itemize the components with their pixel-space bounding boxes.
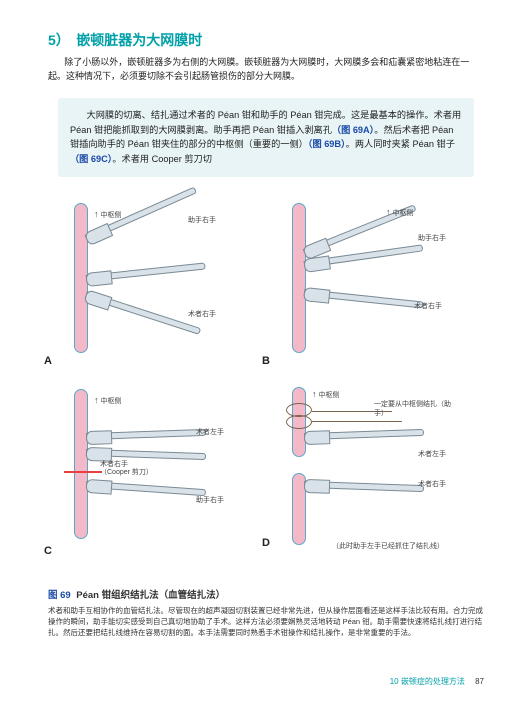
callout-text-4: 。术者用 Cooper 剪刀切 [112,154,212,164]
panel-b-label: B [262,355,270,367]
label-d-tie: 一定要从中枢侧结扎（助手） [374,401,460,419]
clamp-c1 [86,429,206,440]
clamp-c3 [86,481,206,496]
label-d-already: （此时助手左手已经抓住了结扎线） [332,541,444,551]
label-c-central: 中枢侧 [94,395,122,406]
figure-caption: 图 69 Péan 钳组织结扎法（血管结扎法） [48,587,484,601]
label-c-surgeon-left: 术者左手 [196,427,224,437]
figure-title: Péan 钳组织结扎法（血管结扎法） [76,590,225,601]
label-a-assist: 助手右手 [188,215,216,225]
panel-d-label: D [262,537,270,549]
panel-b: 中枢侧 助手右手 术者右手 B [256,193,466,373]
tissue-b [292,203,306,353]
panel-a: 中枢侧 助手右手 术者右手 A [38,193,248,373]
ligature-d2 [286,415,312,429]
label-c-assist: 助手右手 [196,495,224,505]
label-b-central: 中枢侧 [386,207,414,218]
section-heading: 5） 嵌顿脏器为大网膜时 [48,30,484,50]
label-b-surgeon: 术者右手 [414,301,442,311]
clamp-b3 [304,289,424,309]
section-number: 5） [48,32,70,48]
panel-a-label: A [44,355,52,367]
label-d-central: 中枢侧 [312,389,340,400]
label-a-surgeon: 术者右手 [188,309,216,319]
footer-chapter: 10 嵌顿症的处理方法 [390,677,465,686]
clamp-d1 [304,429,424,440]
panel-d: 中枢侧 一定要从中枢侧结扎（助手） 术者左手 术者右手 （此时助手左手已经抓住了… [256,383,466,563]
ref-69a: （图 69A） [332,125,374,135]
label-b-assist: 助手右手 [418,233,446,243]
callout-text-3: 。两人同时夹紧 Péan 钳子 [346,139,455,149]
thread-d2 [312,421,402,422]
tissue-c [74,389,88,539]
footer-page: 87 [475,677,484,686]
figure-number: 图 69 [48,590,71,601]
callout-box: 大网膜的切离、结扎通过术者的 Péan 钳和助手的 Péan 钳完成。这是最基本… [58,98,474,177]
figure-69: 中枢侧 助手右手 术者右手 A 中枢侧 助手右手 术者右手 B 中枢侧 术者左手… [38,193,468,583]
label-c-cooper: （Cooper 剪刀） [100,467,153,477]
ref-69b: （图 69B） [308,139,346,149]
ref-69c: （图 69C） [70,154,112,164]
section-title: 嵌顿脏器为大网膜时 [76,32,202,48]
panel-c: 中枢侧 术者左手 术者右手 （Cooper 剪刀） 助手右手 C [38,383,248,563]
label-a-central: 中枢侧 [94,209,122,220]
panel-c-label: C [44,545,52,557]
intro-paragraph: 除了小肠以外，嵌顿脏器多为右侧的大网膜。嵌顿脏器为大网膜时，大网膜多会和疝囊紧密… [48,56,484,84]
label-d-surgeon-left: 术者左手 [418,449,446,459]
cut-line-c [64,471,102,473]
clamp-d2 [304,481,424,492]
clamp-a2 [86,262,206,282]
figure-description: 术者和助手互相协作的血管结扎法。尽管现在的超声凝固切割装置已经非常先进，但从操作… [48,605,484,639]
label-d-surgeon-right: 术者右手 [418,479,446,489]
clamp-a3 [85,291,201,335]
page-footer: 10 嵌顿症的处理方法 87 [390,676,484,687]
